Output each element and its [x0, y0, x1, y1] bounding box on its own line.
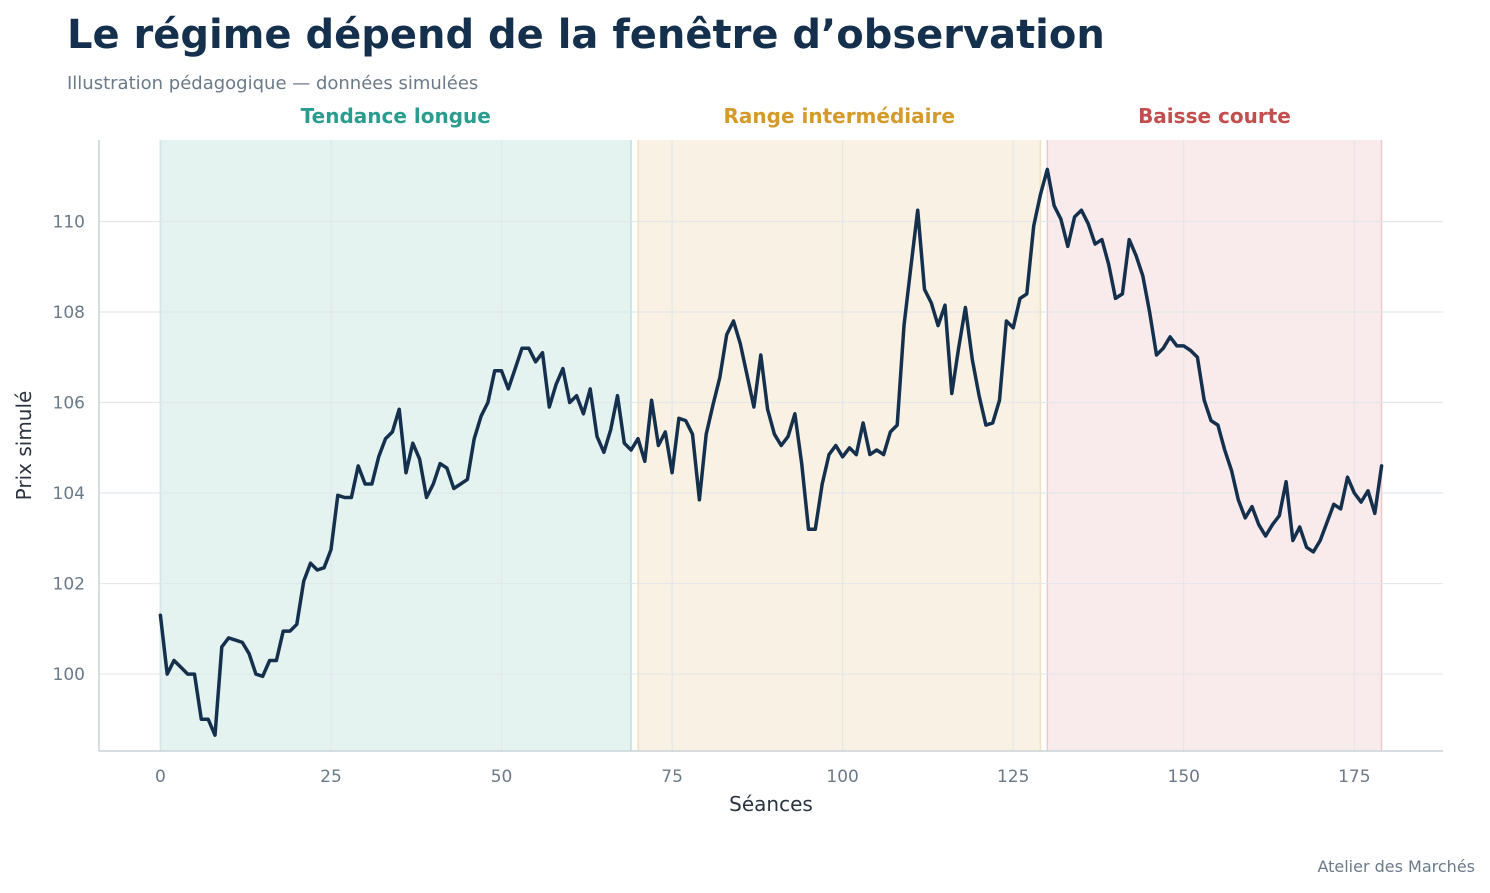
- x-tick-label: 50: [491, 767, 513, 787]
- regime-band-2: [637, 140, 1041, 751]
- regime-bands: [159, 140, 1383, 751]
- x-tick-label: 175: [1338, 767, 1370, 787]
- chart-title: Le régime dépend de la fenêtre d’observa…: [67, 12, 1105, 58]
- y-tick-label: 108: [53, 303, 85, 323]
- y-tick-label: 104: [53, 484, 85, 504]
- grid: [99, 140, 1443, 751]
- x-tick-label: 75: [661, 767, 683, 787]
- regime-band-3: [1047, 140, 1382, 751]
- y-axis-label: Prix simulé: [12, 391, 36, 501]
- source-credit: Atelier des Marchés: [1317, 857, 1475, 876]
- x-tick-label: 0: [155, 767, 166, 787]
- series-layer: [158, 167, 1384, 737]
- labels-layer: Tendance longue Range intermédiaire Baisse…: [301, 104, 1291, 128]
- regime-label-1: Tendance longue: [301, 104, 491, 128]
- regime-label-3: Baisse courte: [1138, 104, 1291, 128]
- x-tick-label: 150: [1168, 767, 1200, 787]
- regime-label-2: Range intermédiaire: [724, 104, 955, 128]
- x-tick-label: 25: [320, 767, 342, 787]
- series-line-1: [158, 167, 1384, 737]
- x-tick-label: 100: [826, 767, 858, 787]
- y-tick-label: 106: [53, 394, 85, 414]
- x-axis-label: Séances: [729, 792, 813, 816]
- y-tick-label: 110: [53, 212, 85, 232]
- chart-subtitle: Illustration pédagogique — données simul…: [67, 73, 479, 94]
- y-tick-label: 102: [53, 575, 85, 595]
- x-tick-label: 125: [997, 767, 1029, 787]
- y-tick-label: 100: [53, 665, 85, 685]
- regime-band-1: [160, 140, 632, 751]
- axes: 100 102 104 106 108 110 0 25 50 75 100 125 150 175 Séa…: [12, 140, 1443, 816]
